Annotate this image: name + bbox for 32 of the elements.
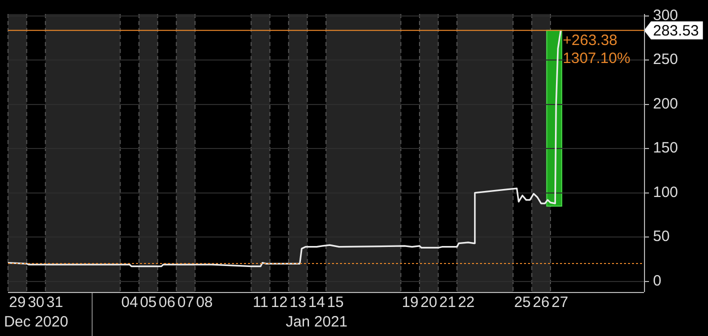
x-tick-label: 20	[420, 294, 438, 312]
y-tick-label: 200	[653, 95, 678, 112]
y-tick-label: 0	[653, 272, 662, 290]
x-tick-label: 08	[196, 294, 213, 312]
x-tick-label: 13	[290, 294, 306, 312]
x-tick-label: 11	[252, 294, 268, 312]
x-tick-label: 19	[402, 294, 419, 312]
x-tick-label: 15	[327, 294, 344, 312]
x-tick-label: 25	[514, 294, 531, 312]
y-tick-label: 300	[653, 6, 678, 24]
annotation: +263.38	[562, 32, 618, 49]
x-tick-label: 07	[177, 294, 194, 312]
x-tick-label: 30	[28, 294, 44, 312]
text: Dec 2020	[4, 314, 68, 331]
x-tick-label: 04	[121, 294, 138, 312]
x-tick-label: 06	[158, 294, 176, 312]
annotation: 1307.10%	[562, 50, 630, 67]
text: Jan 2021	[286, 314, 348, 331]
x-tick-label: 22	[458, 294, 475, 312]
x-tick-label: 05	[140, 294, 157, 312]
y-tick-label: 100	[653, 184, 678, 201]
x-tick-label: 27	[551, 294, 568, 312]
y-tick-label: 150	[653, 140, 678, 157]
y-tick-label: 250	[653, 51, 678, 68]
x-tick-label: 14	[308, 294, 325, 312]
x-tick-label: 31	[46, 294, 64, 312]
x-tick-label: 21	[439, 294, 456, 312]
x-tick-label: 29	[9, 294, 26, 312]
x-tick-label: 12	[270, 294, 288, 312]
ref-line-label: 283.53	[653, 22, 699, 40]
y-tick-label: 50	[653, 228, 670, 246]
x-tick-label: 26	[532, 294, 550, 312]
